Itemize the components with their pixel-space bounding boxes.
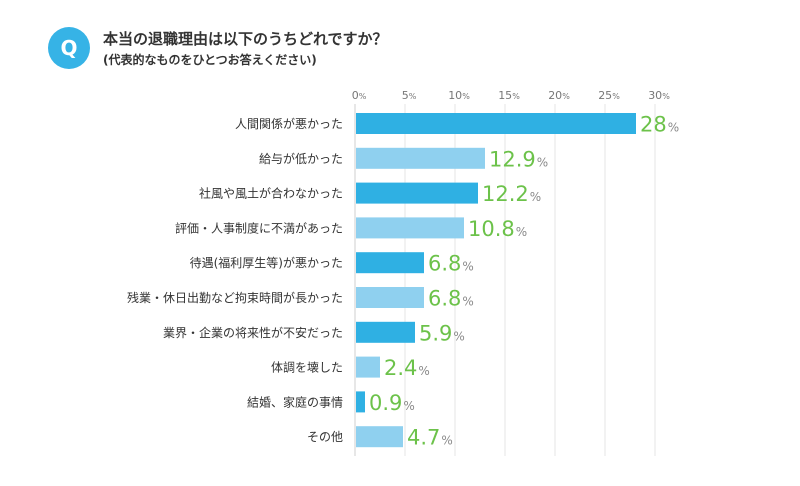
bar — [356, 182, 478, 204]
bar — [356, 217, 464, 239]
value-unit: % — [668, 121, 679, 135]
category-label: 結婚、家庭の事情 — [247, 394, 343, 409]
category-label: 評価・人事制度に不満があった — [175, 220, 343, 235]
value-unit: % — [418, 364, 429, 378]
value-unit: % — [441, 434, 452, 448]
x-tick-label: 0% — [352, 89, 367, 102]
value-unit: % — [537, 155, 548, 169]
value-unit: % — [462, 260, 473, 274]
value-label: 2.4 — [384, 356, 417, 380]
value-label: 0.9 — [369, 391, 402, 415]
x-tick-label: 30% — [648, 89, 670, 102]
value-unit: % — [453, 329, 464, 343]
bar — [356, 356, 380, 378]
category-label: 体調を壊した — [271, 361, 343, 375]
value-unit: % — [462, 295, 473, 309]
bar — [356, 426, 403, 448]
value-unit: % — [516, 225, 527, 239]
value-label: 6.8 — [428, 252, 461, 276]
question-title: 本当の退職理由は以下のうちどれですか？ — [103, 30, 388, 48]
bar — [356, 252, 424, 274]
category-label: 業界・企業の将来性が不安だった — [163, 325, 343, 340]
value-label: 5.9 — [419, 321, 452, 345]
value-label: 12.2 — [482, 182, 529, 206]
category-label: 人間関係が悪かった — [235, 116, 343, 131]
question-subtitle: (代表的なものをひとつお答えください) — [103, 53, 317, 67]
value-unit: % — [403, 399, 414, 413]
bar — [356, 113, 636, 134]
bar — [356, 391, 365, 413]
question-badge: Q — [48, 27, 90, 69]
x-tick-label: 10% — [448, 89, 470, 102]
category-label: その他 — [307, 430, 343, 444]
bar — [356, 147, 485, 169]
x-tick-label: 25% — [598, 89, 620, 102]
category-label: 給与が低かった — [259, 151, 343, 166]
x-tick-label: 20% — [548, 89, 570, 102]
category-label: 残業・休日出勤など拘束時間が長かった — [127, 290, 343, 305]
x-tick-label: 5% — [402, 89, 417, 102]
x-tick-label: 15% — [498, 89, 520, 102]
value-label: 4.7 — [407, 426, 440, 450]
category-label: 社風や風土が合わなかった — [199, 186, 343, 201]
value-unit: % — [530, 190, 541, 204]
value-label: 12.9 — [489, 147, 536, 171]
value-label: 6.8 — [428, 287, 461, 311]
value-label: 10.8 — [468, 217, 515, 241]
value-label: 28 — [640, 113, 667, 137]
bar — [356, 287, 424, 308]
category-label: 待遇(福利厚生等)が悪かった — [190, 255, 343, 270]
bar — [356, 321, 415, 343]
